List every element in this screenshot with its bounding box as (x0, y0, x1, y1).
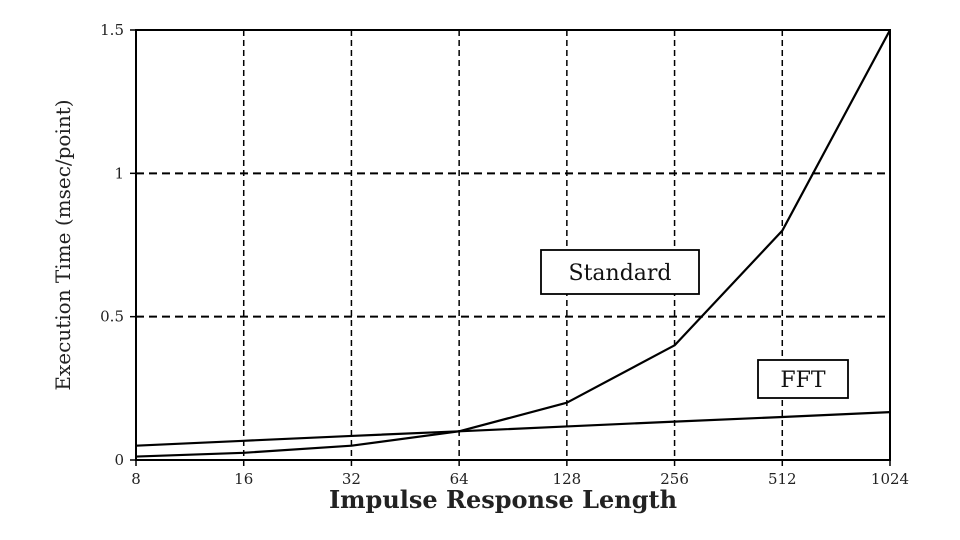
x-tick-label: 16 (234, 470, 253, 488)
x-tick-label: 256 (660, 470, 689, 488)
grid (136, 30, 890, 460)
series-labels: Standard FFT (540, 249, 849, 399)
y-tick-label: 1 (114, 164, 124, 182)
plot-frame (135, 29, 891, 461)
series-line-fft (135, 411, 891, 447)
series-label-text: FFT (780, 368, 826, 393)
y-axis-ticks: 0 0.5 1 1.5 (100, 21, 136, 469)
x-axis-ticks: 8 16 32 64 128 256 512 1024 (131, 460, 909, 488)
y-axis-label: Execution Time (msec/point) (51, 99, 75, 390)
x-tick-label: 8 (131, 470, 141, 488)
series-group (135, 29, 891, 458)
series-label-text: Standard (569, 261, 672, 286)
series-label-box (540, 249, 700, 295)
x-tick-label: 128 (553, 470, 582, 488)
y-tick-label: 0 (114, 451, 124, 469)
x-tick-label: 32 (342, 470, 361, 488)
x-tick-label: 512 (768, 470, 797, 488)
y-tick-label: 0.5 (100, 308, 124, 326)
y-tick-label: 1.5 (100, 21, 124, 39)
series-label-fft: FFT (757, 359, 849, 399)
series-label-standard: Standard (540, 249, 700, 295)
series-label-box (757, 359, 849, 399)
series-line-standard (135, 29, 891, 458)
x-axis-label: Impulse Response Length (329, 485, 677, 514)
x-tick-label: 64 (450, 470, 469, 488)
x-tick-label: 1024 (871, 470, 909, 488)
